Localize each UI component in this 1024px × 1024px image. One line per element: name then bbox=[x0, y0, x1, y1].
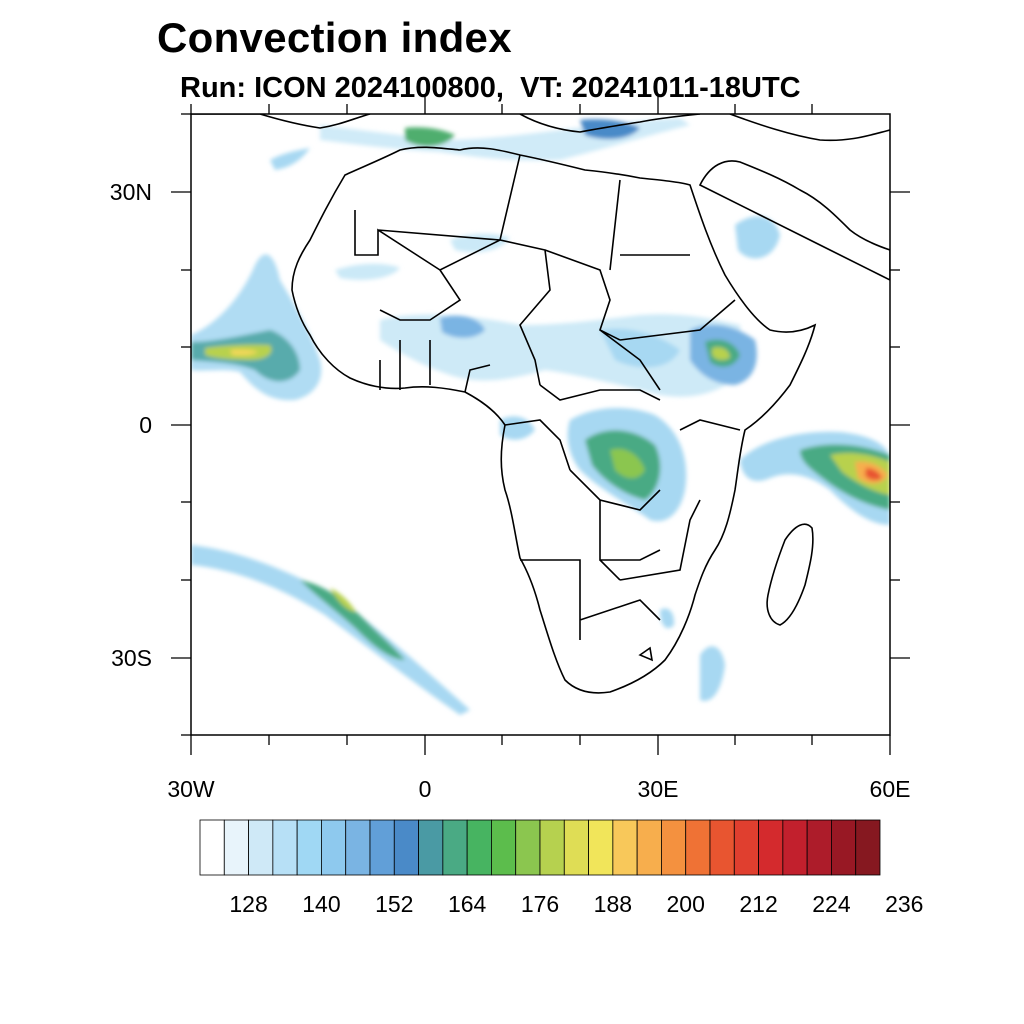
map-frame bbox=[190, 113, 891, 736]
europe-coastline bbox=[191, 114, 890, 142]
colorbar-swatch bbox=[831, 819, 857, 876]
convection-south-atlantic bbox=[191, 545, 470, 715]
colorbar-swatch bbox=[782, 819, 808, 876]
colorbar-swatch bbox=[491, 819, 517, 876]
colorbar-swatch bbox=[369, 819, 395, 876]
colorbar-swatch bbox=[296, 819, 322, 876]
colorbar-tick-label: 224 bbox=[812, 891, 851, 917]
colorbar-tick-label: 200 bbox=[667, 891, 705, 917]
colorbar-swatch bbox=[758, 819, 784, 876]
colorbar-swatch bbox=[733, 819, 759, 876]
colorbar-tick-label: 140 bbox=[302, 891, 340, 917]
axis-ticks bbox=[171, 94, 910, 755]
colorbar-swatch bbox=[345, 819, 371, 876]
colorbar-swatch bbox=[199, 819, 225, 876]
lon-label-60e: 60E bbox=[870, 776, 911, 802]
country-borders bbox=[354, 154, 741, 662]
colorbar-tick-label: 128 bbox=[229, 891, 267, 917]
africa-coastline bbox=[291, 146, 817, 694]
colorbar-tick-label: 236 bbox=[885, 891, 923, 917]
colorbar-swatch bbox=[612, 819, 638, 876]
colorbar-swatch bbox=[563, 819, 589, 876]
colorbar-swatch bbox=[855, 819, 881, 876]
colorbar-swatch bbox=[466, 819, 492, 876]
map-title: Convection index bbox=[157, 14, 512, 61]
colorbar-swatch bbox=[539, 819, 565, 876]
map-subtitle: Run: ICON 2024100800, VT: 20241011-18UTC bbox=[180, 72, 801, 104]
colorbar-swatch bbox=[588, 819, 614, 876]
colorbar-swatch bbox=[223, 819, 249, 876]
convection-field bbox=[191, 118, 890, 715]
colorbar-tick-label: 188 bbox=[594, 891, 632, 917]
convection-west-atlantic bbox=[191, 254, 322, 401]
colorbar-swatch bbox=[393, 819, 419, 876]
colorbar-swatch bbox=[709, 819, 735, 876]
colorbar-swatch bbox=[661, 819, 687, 876]
colorbar-tick-label: 164 bbox=[448, 891, 487, 917]
colorbar-tick-label: 212 bbox=[739, 891, 777, 917]
colorbar-swatch bbox=[636, 819, 662, 876]
colorbar-swatch bbox=[321, 819, 347, 876]
lon-label-30e: 30E bbox=[638, 776, 679, 802]
lon-label-0: 0 bbox=[419, 776, 432, 802]
lat-label-30n: 30N bbox=[110, 179, 152, 205]
colorbar-tick-label: 152 bbox=[375, 891, 413, 917]
colorbar-swatch bbox=[442, 819, 468, 876]
convection-mediterranean bbox=[320, 118, 690, 161]
colorbar-swatch bbox=[685, 819, 711, 876]
colorbar-swatch bbox=[515, 819, 541, 876]
coastline-borders bbox=[191, 114, 890, 694]
lon-label-30w: 30W bbox=[167, 776, 215, 802]
madagascar-coastline bbox=[766, 523, 814, 626]
axis-labels: 30W 0 30E 60E 30N 0 30S bbox=[110, 179, 911, 802]
colorbar-swatch bbox=[272, 819, 298, 876]
lat-label-30s: 30S bbox=[111, 645, 152, 671]
arabia-coastline bbox=[698, 160, 890, 281]
lat-label-0: 0 bbox=[139, 412, 152, 438]
colorbar-tick-label: 176 bbox=[521, 891, 559, 917]
colorbar-labels: 128 140 152 164 176 188 200 212 224 236 bbox=[229, 891, 923, 917]
colorbar-swatch bbox=[806, 819, 832, 876]
colorbar-swatch bbox=[418, 819, 444, 876]
colorbar-swatch bbox=[248, 819, 274, 876]
colorbar bbox=[199, 819, 881, 876]
